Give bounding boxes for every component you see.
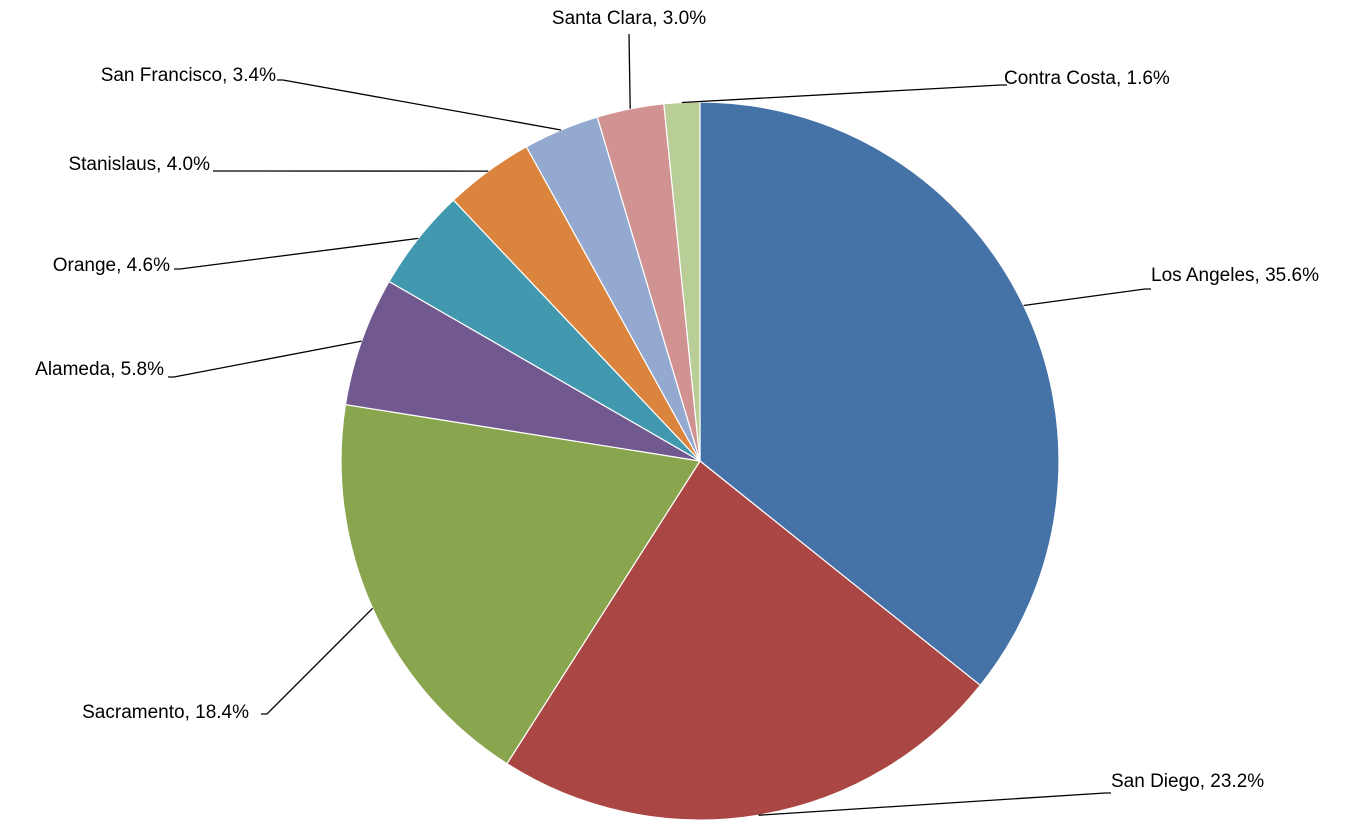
data-label-alameda: Alameda, 5.8% [35, 359, 164, 380]
pie-slice-alameda [344, 280, 701, 462]
leader-line-orange [174, 237, 419, 270]
leader-line-los-angeles [1023, 288, 1151, 307]
data-label-sacramento: Sacramento, 18.4% [82, 702, 249, 723]
pie-slice-sacramento [340, 403, 701, 765]
data-labels: Los Angeles, 35.6% San Diego, 23.2% Sacram… [35, 8, 1319, 792]
leader-line-contra-costa [681, 84, 1007, 104]
data-label-los-angeles: Los Angeles, 35.6% [1151, 265, 1319, 286]
data-label-san-francisco: San Francisco, 3.4% [101, 65, 276, 86]
data-label-santa-clara: Santa Clara, 3.0% [552, 8, 706, 29]
leader-line-san-francisco [277, 79, 562, 131]
data-label-stanislaus: Stanislaus, 4.0% [68, 154, 210, 175]
leader-line-santa-clara [628, 33, 631, 109]
data-label-san-diego: San Diego, 23.2% [1111, 771, 1264, 792]
data-label-orange: Orange, 4.6% [53, 255, 170, 276]
pie-slices [340, 101, 1060, 821]
leader-line-sacramento [261, 607, 374, 715]
leader-line-alameda [168, 340, 362, 378]
data-label-contra-costa: Contra Costa, 1.6% [1004, 68, 1170, 89]
leader-line-san-diego [758, 792, 1111, 816]
pie-slice-los-angeles [699, 101, 1060, 687]
leader-lines [168, 33, 1151, 816]
